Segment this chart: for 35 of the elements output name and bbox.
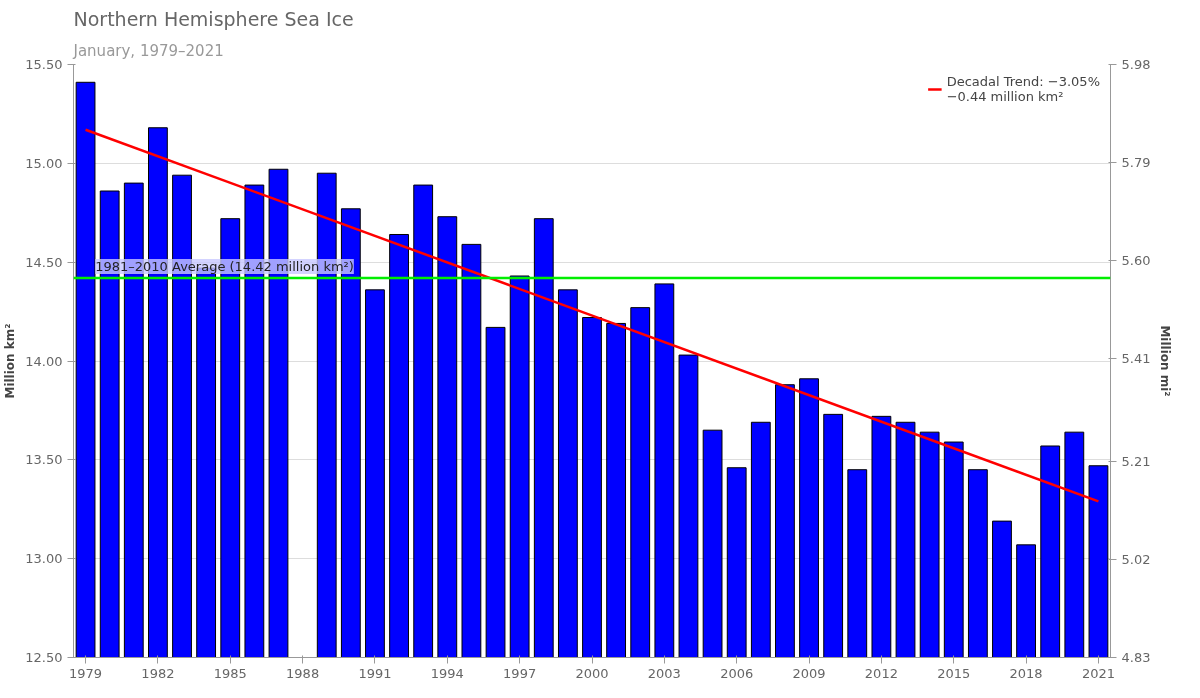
- x-tick-label: 2003: [647, 665, 681, 681]
- y-tick-label: 13.50: [25, 452, 63, 468]
- x-tick-label: 2009: [792, 665, 826, 681]
- chart-subtitle: January, 1979–2021: [72, 41, 224, 60]
- x-tick-label: 1982: [141, 665, 175, 681]
- y2-tick-label: 5.79: [1121, 154, 1151, 170]
- x-tick-label: 2015: [937, 665, 971, 681]
- y2-tick-label: 5.98: [1121, 57, 1151, 72]
- y2-tick-label: 5.21: [1121, 454, 1151, 470]
- y-tick-label: 15.50: [25, 57, 63, 72]
- legend-label: Decadal Trend: −3.05% −0.44 million km²: [946, 74, 1100, 104]
- x-tick-label: 2012: [864, 665, 898, 681]
- x-tick-label: 2000: [575, 665, 609, 681]
- y-axis-title: Million km²: [3, 323, 18, 399]
- y2-tick-label: 5.60: [1121, 252, 1151, 268]
- x-tick-label: 2018: [1009, 665, 1043, 681]
- chart-title: Northern Hemisphere Sea Ice: [73, 7, 354, 30]
- y2-tick-label: 5.02: [1121, 552, 1151, 568]
- x-tick-label: 2006: [720, 665, 754, 681]
- ref-line-label: 1981–2010 Average (14.42 million km²): [95, 258, 354, 274]
- x-tick-label: 1979: [69, 665, 103, 681]
- x-tick-label: 2021: [1081, 665, 1115, 681]
- x-tick-label: 1985: [213, 665, 247, 681]
- x-tick-label: 1988: [286, 665, 320, 681]
- y-tick-label: 15.00: [25, 155, 63, 171]
- x-tick-label: 1994: [430, 665, 464, 681]
- y2-axis-title: Million mi²: [1158, 325, 1173, 397]
- y-tick-label: 14.50: [25, 254, 63, 270]
- y-tick-label: 14.00: [25, 353, 63, 369]
- y-tick-label: 12.50: [25, 650, 63, 665]
- y2-tick-label: 4.83: [1121, 650, 1151, 665]
- x-tick-label: 1997: [503, 665, 537, 681]
- y-tick-label: 13.00: [25, 551, 63, 567]
- y2-tick-label: 5.41: [1121, 350, 1151, 366]
- x-tick-label: 1991: [358, 665, 392, 681]
